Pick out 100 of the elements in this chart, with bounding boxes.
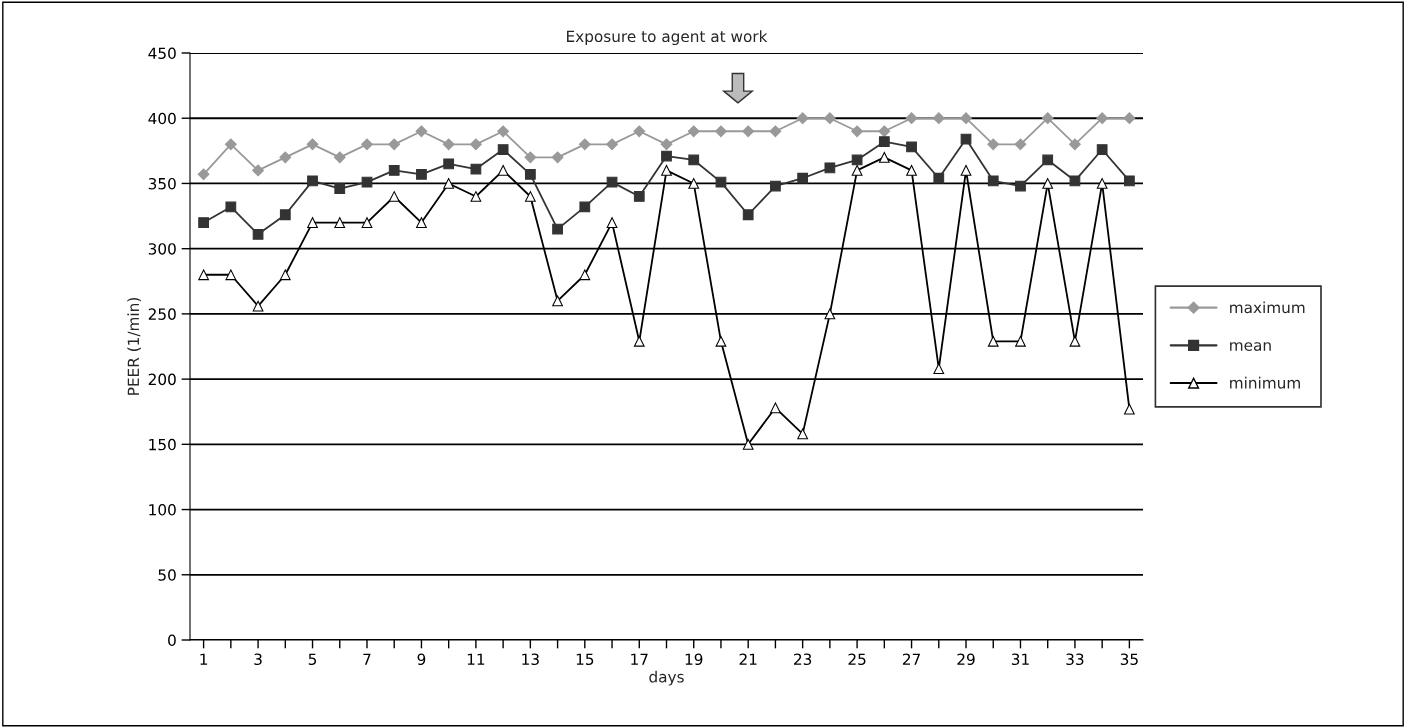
point bbox=[224, 138, 237, 151]
x-tick-label: 33 bbox=[1066, 653, 1084, 666]
y-tick-label: 150 bbox=[149, 438, 176, 451]
point bbox=[633, 335, 645, 347]
point bbox=[388, 138, 401, 151]
point bbox=[279, 269, 291, 281]
x-tick-label: 5 bbox=[308, 653, 317, 666]
point bbox=[279, 151, 292, 164]
y-tick-label: 200 bbox=[148, 373, 176, 386]
point bbox=[579, 269, 591, 281]
point bbox=[851, 125, 864, 138]
point bbox=[933, 172, 945, 184]
point bbox=[334, 183, 346, 195]
point bbox=[633, 125, 646, 138]
x-tick-label: 9 bbox=[417, 653, 426, 666]
x-tick-label: 7 bbox=[363, 653, 371, 665]
chart-title: Exposure to agent at work bbox=[567, 30, 768, 46]
x-tick-label: 25 bbox=[848, 653, 866, 666]
point bbox=[415, 125, 428, 138]
point bbox=[524, 151, 537, 164]
point bbox=[660, 138, 673, 151]
point bbox=[797, 428, 809, 440]
point bbox=[361, 176, 373, 188]
x-tick-label: 21 bbox=[739, 653, 757, 665]
point bbox=[606, 176, 618, 188]
point bbox=[524, 191, 536, 202]
point bbox=[661, 150, 672, 162]
point bbox=[225, 269, 237, 281]
x-tick-label: 35 bbox=[1120, 653, 1138, 666]
point bbox=[715, 335, 727, 347]
point bbox=[579, 201, 591, 213]
x-tick-label: 23 bbox=[794, 653, 812, 666]
point bbox=[661, 165, 672, 176]
point bbox=[198, 269, 209, 281]
point bbox=[606, 138, 618, 151]
point bbox=[524, 168, 536, 180]
point bbox=[307, 217, 318, 228]
point bbox=[824, 308, 836, 320]
point bbox=[497, 144, 509, 155]
x-tick-label: 19 bbox=[685, 653, 703, 666]
point bbox=[987, 335, 999, 347]
point bbox=[225, 201, 237, 213]
point bbox=[1096, 144, 1108, 155]
y-tick-label: 250 bbox=[148, 308, 176, 320]
x-tick-label: 11 bbox=[467, 653, 485, 665]
point bbox=[497, 125, 510, 138]
point bbox=[1096, 112, 1109, 125]
point bbox=[388, 191, 400, 202]
point bbox=[552, 295, 563, 307]
point bbox=[606, 217, 618, 228]
point bbox=[688, 154, 700, 166]
point bbox=[878, 151, 890, 163]
point bbox=[905, 112, 918, 125]
point bbox=[252, 228, 264, 240]
point bbox=[334, 217, 346, 228]
point bbox=[388, 165, 400, 176]
point bbox=[306, 138, 319, 151]
point bbox=[1042, 154, 1054, 166]
point bbox=[1015, 335, 1026, 347]
x-tick-label: 15 bbox=[576, 653, 594, 666]
point bbox=[470, 191, 482, 202]
point bbox=[578, 138, 591, 151]
point bbox=[987, 175, 999, 187]
point bbox=[742, 125, 755, 138]
point bbox=[497, 165, 509, 176]
y-tick-label: 350 bbox=[148, 177, 176, 190]
x-tick-label: 29 bbox=[957, 653, 975, 666]
point bbox=[252, 164, 264, 177]
point bbox=[442, 138, 455, 151]
point bbox=[960, 112, 972, 125]
point bbox=[906, 141, 917, 153]
point bbox=[416, 168, 427, 180]
y-tick-label: 400 bbox=[148, 112, 176, 125]
point bbox=[770, 180, 781, 192]
point bbox=[1096, 178, 1108, 189]
y-tick-label: 50 bbox=[158, 569, 176, 581]
point bbox=[1069, 335, 1081, 347]
legend-label: mean bbox=[1230, 342, 1271, 351]
point bbox=[906, 165, 917, 176]
point bbox=[715, 176, 727, 188]
legend-label: maximum bbox=[1230, 301, 1305, 314]
point bbox=[851, 165, 863, 176]
x-tick-label: 17 bbox=[631, 653, 648, 665]
y-tick-label: 100 bbox=[149, 504, 176, 516]
x-tick-label: 13 bbox=[522, 653, 539, 666]
x-tick-label: 1 bbox=[200, 653, 208, 665]
point bbox=[1041, 112, 1054, 125]
point bbox=[279, 209, 291, 221]
x-tick-label: 27 bbox=[902, 653, 920, 665]
point bbox=[198, 217, 209, 228]
point bbox=[742, 209, 754, 221]
point bbox=[1124, 403, 1135, 415]
x-tick-label: 31 bbox=[1011, 653, 1029, 666]
point bbox=[878, 136, 890, 148]
point bbox=[551, 151, 564, 164]
point bbox=[307, 175, 318, 187]
point bbox=[797, 172, 809, 184]
point bbox=[1015, 180, 1026, 192]
point bbox=[633, 191, 645, 202]
point bbox=[933, 363, 945, 375]
